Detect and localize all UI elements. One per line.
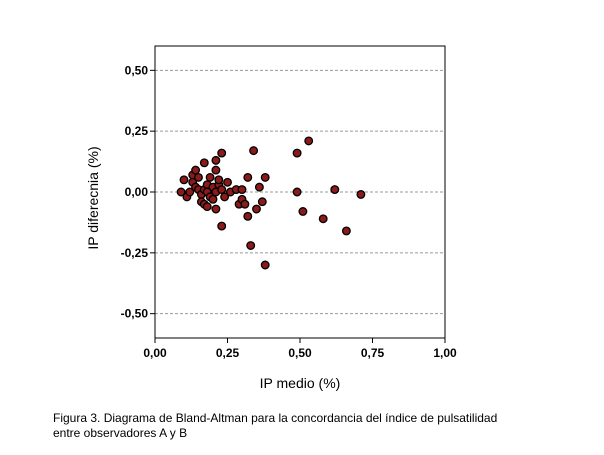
data-point: [202, 202, 212, 212]
data-point: [304, 136, 314, 146]
data-point: [237, 185, 247, 195]
x-tick-label: 0,00: [143, 346, 167, 360]
y-tick-label: -0,25: [121, 246, 149, 260]
figure-caption: Figura 3. Diagrama de Bland-Altman para …: [53, 411, 593, 441]
data-point: [257, 197, 267, 207]
caption-line-1: Figura 3. Diagrama de Bland-Altman para …: [53, 411, 498, 425]
data-point: [318, 214, 328, 224]
x-tick-label: 1,00: [433, 346, 457, 360]
data-point: [298, 207, 308, 216]
data-point: [240, 199, 250, 209]
y-tick-label: 0,50: [125, 63, 149, 77]
data-point: [260, 172, 270, 182]
data-point: [179, 175, 189, 185]
data-point: [292, 187, 302, 197]
data-point: [199, 158, 209, 168]
data-point: [194, 172, 203, 182]
data-point: [217, 185, 227, 195]
data-point: [330, 185, 340, 195]
x-axis-label: IP medio (%): [260, 375, 341, 391]
data-point: [191, 165, 201, 175]
data-point: [223, 177, 232, 187]
data-point: [246, 241, 256, 250]
data-point: [243, 211, 253, 221]
data-point: [211, 155, 221, 165]
data-point: [211, 204, 221, 214]
x-tick-label: 0,50: [288, 346, 312, 360]
data-point: [356, 189, 366, 199]
data-point: [341, 226, 351, 236]
data-point: [254, 182, 264, 192]
caption-line-2: entre observadores A y B: [53, 426, 188, 440]
x-axis-ticks: 0,00 0,25 0,50 0,75 1,00: [143, 338, 457, 360]
data-point: [252, 204, 261, 214]
y-axis-label: IP diferecnia (%): [85, 146, 101, 249]
data-point: [214, 175, 224, 185]
data-point: [217, 148, 227, 158]
x-tick-label: 0,25: [216, 346, 240, 360]
data-point: [292, 148, 302, 158]
y-tick-label: 0,00: [125, 185, 149, 199]
data-point: [243, 172, 253, 182]
bland-altman-chart: 0,50 0,25 0,00 -0,25 -0,50 0,00 0,25 0,50 0,75 1…: [85, 45, 457, 391]
data-point: [217, 221, 227, 231]
plot-frame: [154, 45, 446, 339]
y-tick-label: 0,25: [125, 124, 149, 138]
data-point: [185, 187, 195, 197]
y-tick-label: -0,50: [121, 307, 149, 321]
y-axis-ticks: 0,50 0,25 0,00 -0,25 -0,50: [121, 63, 155, 321]
data-point: [211, 165, 221, 175]
data-points: [176, 136, 366, 270]
data-point: [249, 146, 259, 156]
data-point: [260, 260, 270, 270]
data-point: [176, 187, 186, 197]
data-point: [220, 192, 230, 202]
data-point: [205, 172, 215, 182]
x-tick-label: 0,75: [361, 346, 385, 360]
data-point: [208, 194, 218, 204]
